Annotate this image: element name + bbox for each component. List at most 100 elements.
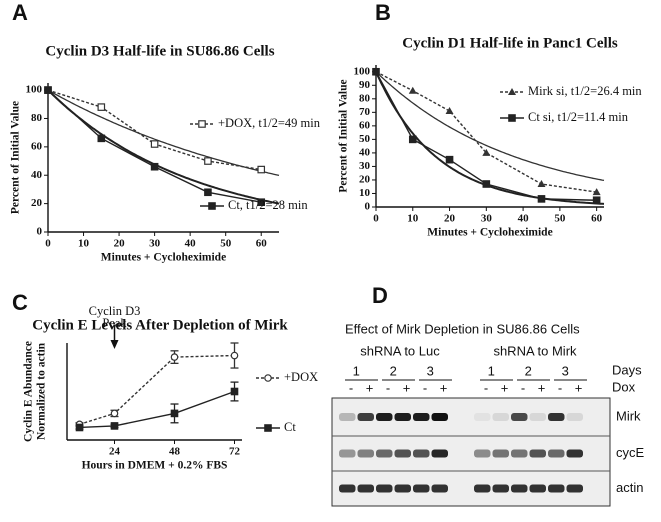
dox-sign: +	[575, 380, 583, 395]
marker	[508, 88, 516, 95]
dox-sign: +	[538, 380, 546, 395]
panel-label: A	[12, 0, 28, 25]
x-tick-label: 40	[185, 238, 197, 250]
band	[566, 484, 583, 493]
day-label: 3	[427, 363, 434, 378]
marker	[264, 374, 272, 382]
x-tick-label: 0	[373, 213, 379, 225]
row-label: actin	[616, 480, 643, 495]
data-line	[375, 71, 597, 193]
annotation: Cyclin D3	[89, 304, 141, 318]
panel-label: C	[12, 290, 28, 315]
y-tick-label: 0	[37, 226, 43, 238]
marker	[198, 120, 206, 128]
legend-label: Ct si, t1/2=11.4 min	[528, 110, 629, 124]
x-tick-label: 0	[45, 238, 51, 250]
band	[376, 449, 393, 458]
x-tick-label: 30	[481, 213, 493, 225]
day-label: 2	[390, 363, 397, 378]
arrow-head	[110, 340, 119, 349]
legend-label: +DOX	[284, 370, 318, 384]
y-tick-label: 80	[359, 92, 371, 104]
band	[413, 484, 430, 493]
x-tick-label: 48	[169, 446, 181, 458]
x-tick-label: 50	[220, 238, 232, 250]
legend-label: Mirk si, t1/2=26.4 min	[528, 84, 642, 98]
x-tick-label: 24	[109, 446, 121, 458]
x-tick-label: 20	[114, 238, 126, 250]
legend-label: +DOX, t1/2=49 min	[218, 116, 321, 130]
marker	[75, 423, 84, 432]
chart-title: Cyclin E Levels After Depletion of Mirk	[32, 317, 288, 333]
band	[529, 413, 546, 421]
y-tick-label: 40	[359, 146, 371, 158]
marker	[408, 135, 417, 144]
band	[548, 449, 565, 458]
band	[529, 449, 546, 458]
band	[357, 484, 374, 493]
y-tick-label: 10	[359, 187, 371, 199]
marker	[97, 134, 106, 143]
marker	[592, 196, 601, 205]
y-axis-title: Normalized to actin	[36, 342, 48, 440]
days-label: Days	[612, 362, 642, 377]
x-axis-title: Hours in DMEM + 0.2% FBS	[82, 460, 228, 472]
marker	[482, 148, 491, 156]
band	[431, 449, 448, 458]
band	[474, 413, 491, 421]
marker	[408, 86, 417, 94]
x-tick-label: 60	[256, 238, 268, 250]
legend-label: Ct	[284, 420, 296, 434]
marker	[150, 162, 159, 171]
marker	[537, 180, 546, 188]
chart-title: Cyclin D1 Half-life in Panc1 Cells	[402, 35, 618, 51]
fit-curve	[375, 71, 605, 182]
y-tick-label: 20	[31, 197, 43, 209]
y-tick-label: 40	[31, 169, 43, 181]
band	[394, 413, 411, 421]
band	[394, 449, 411, 458]
fit-curve	[47, 89, 280, 177]
y-tick-label: 50	[359, 133, 371, 145]
y-axis-title: Cyclin E Abundance	[23, 341, 35, 442]
x-tick-label: 10	[407, 213, 419, 225]
marker	[150, 140, 159, 148]
marker	[110, 409, 119, 418]
dox-sign: -	[484, 380, 488, 395]
band	[376, 413, 393, 421]
row-label: Mirk	[616, 408, 641, 423]
day-label: 3	[562, 363, 569, 378]
marker	[170, 409, 179, 418]
y-tick-label: 90	[359, 79, 371, 91]
band	[566, 413, 583, 421]
band	[548, 413, 565, 421]
group-label: shRNA to Luc	[360, 343, 440, 358]
band	[492, 449, 509, 458]
band	[431, 484, 448, 493]
band	[394, 484, 411, 493]
band	[339, 413, 356, 421]
legend-label: Ct, t1/2=28 min	[228, 198, 308, 212]
marker	[257, 165, 266, 174]
marker	[230, 351, 239, 360]
x-tick-label: 60	[591, 213, 603, 225]
annotation: Peak	[102, 316, 127, 330]
y-tick-label: 70	[359, 106, 371, 118]
marker	[208, 202, 216, 210]
marker	[97, 103, 106, 111]
day-label: 1	[488, 363, 495, 378]
dox-sign: -	[386, 380, 390, 395]
band	[413, 449, 430, 458]
x-axis-title: Minutes + Cycloheximide	[101, 252, 226, 264]
band	[511, 484, 528, 493]
panel-label: D	[372, 283, 388, 308]
band	[339, 484, 356, 493]
band	[548, 484, 565, 493]
dox-sign: +	[501, 380, 509, 395]
x-tick-label: 20	[444, 213, 456, 225]
data-line	[375, 71, 597, 201]
band	[431, 413, 448, 421]
group-label: shRNA to Mirk	[493, 343, 577, 358]
dox-sign: +	[403, 380, 411, 395]
